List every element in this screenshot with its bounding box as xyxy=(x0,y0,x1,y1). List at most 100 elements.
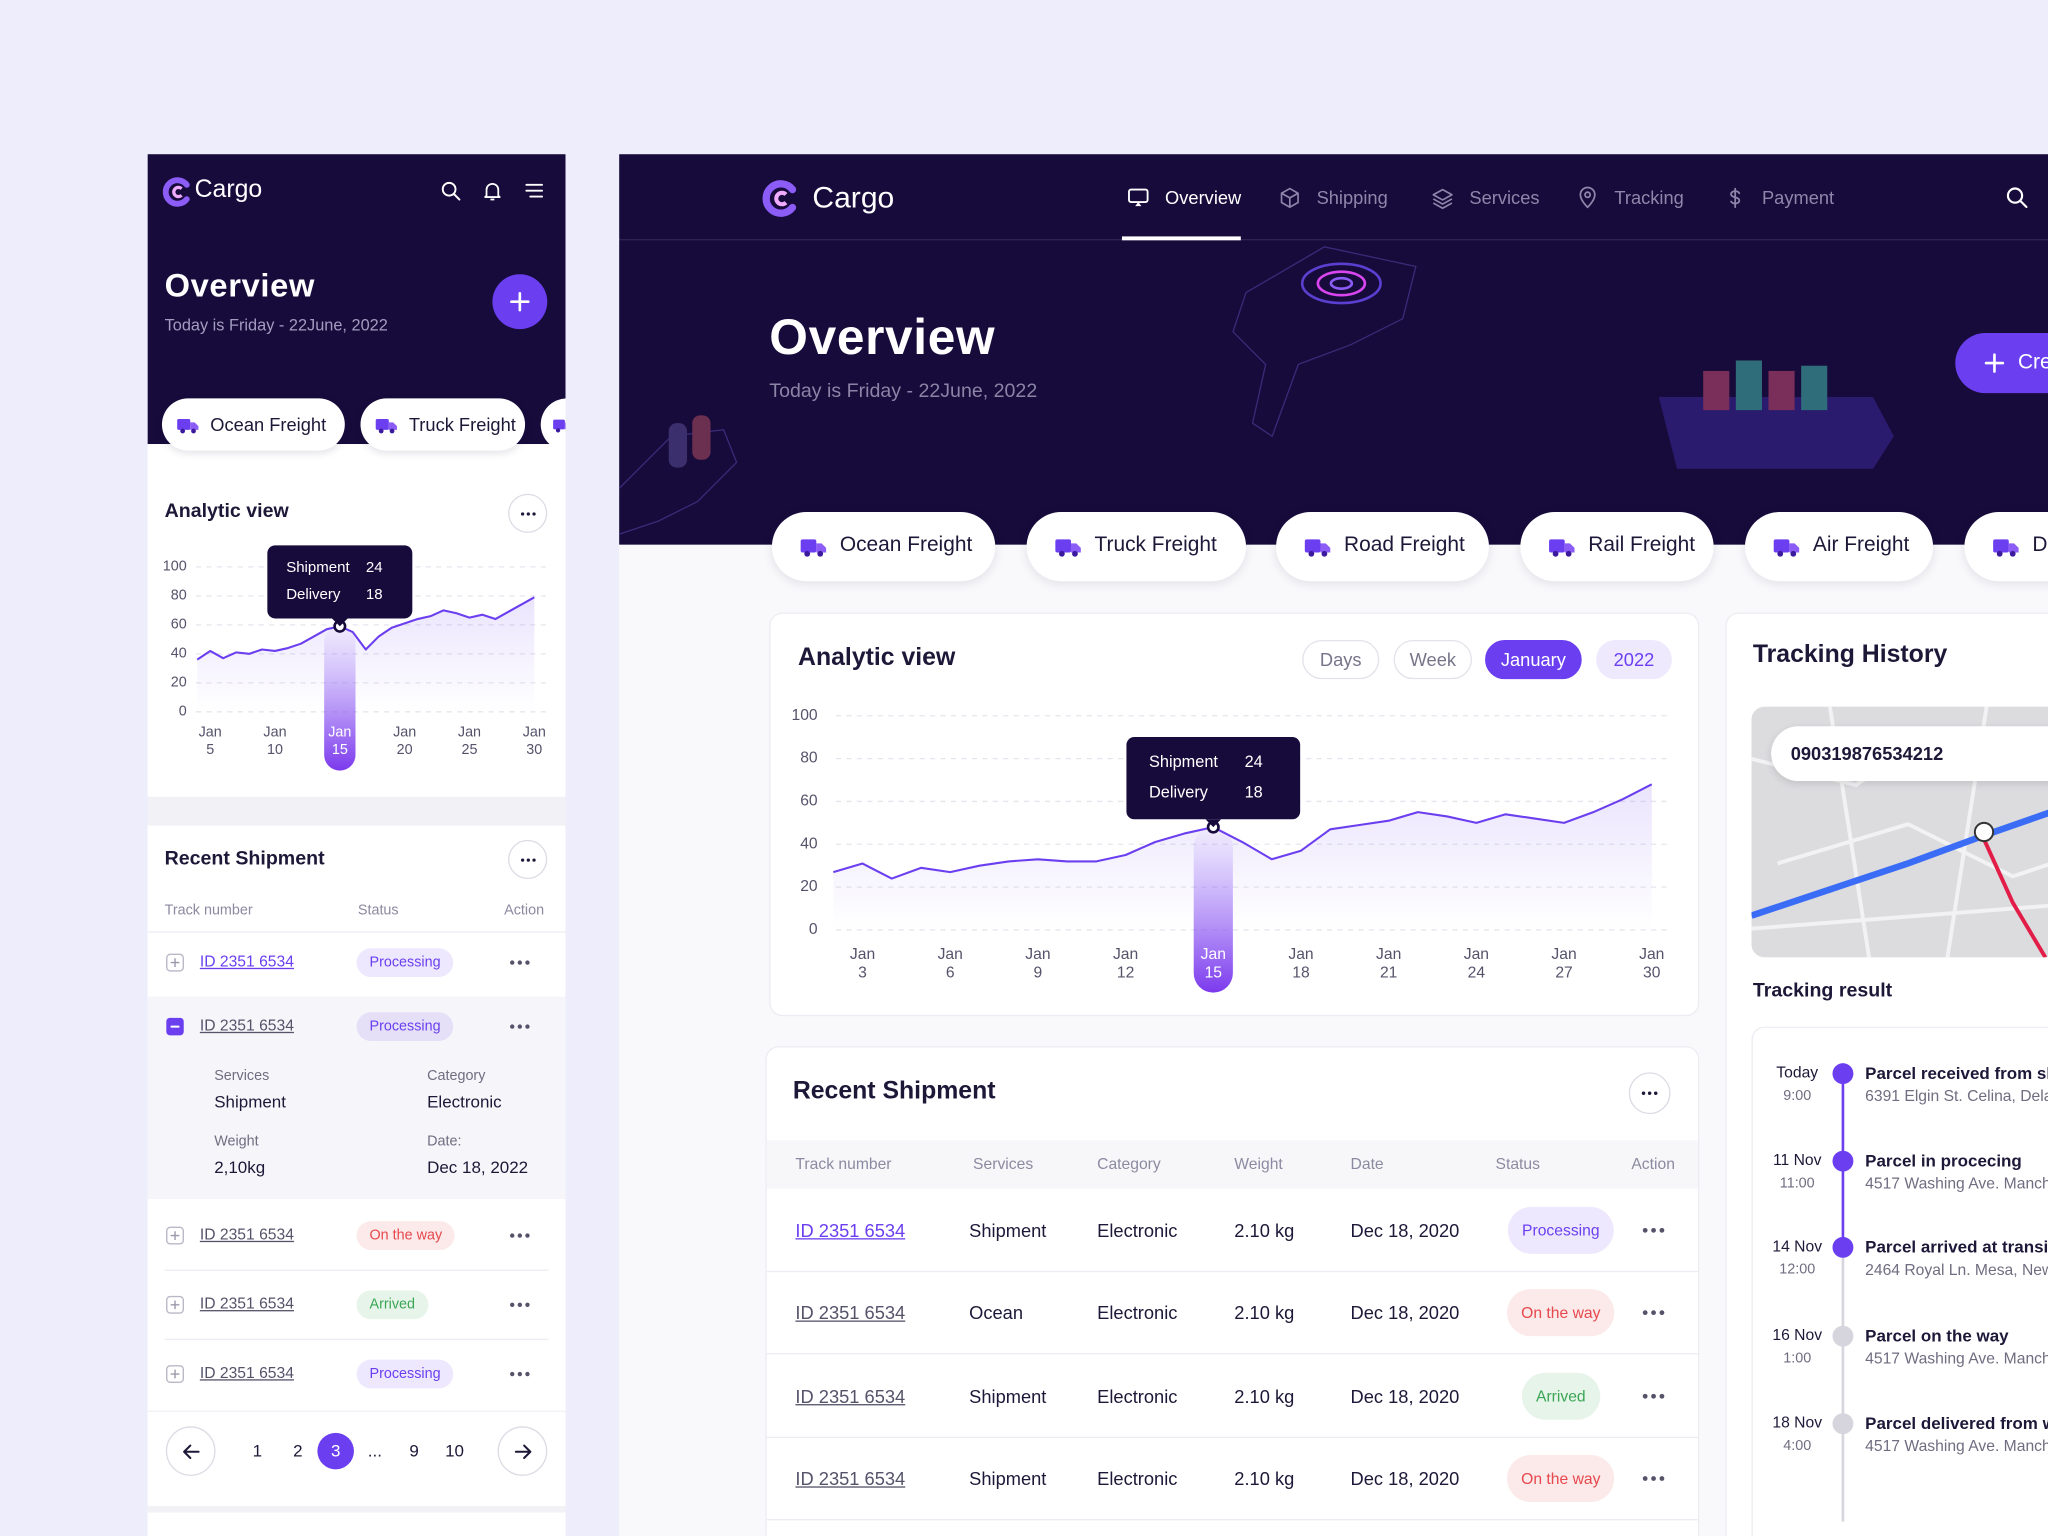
freight-icon xyxy=(375,419,397,434)
expand-toggle[interactable] xyxy=(165,1225,186,1246)
row-divider xyxy=(766,1436,1698,1439)
period-button[interactable]: Week xyxy=(1393,640,1472,680)
track-id[interactable]: ID 2351 6534 xyxy=(795,1385,906,1407)
period-button[interactable]: January xyxy=(1485,640,1582,680)
page-number[interactable]: 1 xyxy=(252,1440,263,1460)
row-divider xyxy=(766,1519,1698,1521)
track-id[interactable]: ID 2351 6534 xyxy=(199,1225,294,1244)
expand-toggle[interactable] xyxy=(165,952,186,973)
page-number[interactable]: 2 xyxy=(293,1440,303,1460)
expand-toggle[interactable] xyxy=(165,1016,186,1037)
area-fill xyxy=(833,784,1652,930)
nav-active-underline xyxy=(1121,236,1241,241)
more-button[interactable] xyxy=(508,493,548,533)
search-icon[interactable] xyxy=(439,179,463,203)
nav-item[interactable]: Services xyxy=(1469,186,1540,208)
tooltip-value: 24 xyxy=(1245,753,1263,771)
track-id[interactable]: ID 2351 6534 xyxy=(199,1016,294,1035)
weight: 2.10 kg xyxy=(1234,1219,1295,1241)
page-number[interactable]: ... xyxy=(367,1440,382,1460)
more-button[interactable] xyxy=(1628,1072,1671,1115)
x-tick-label: Jan 3 xyxy=(850,946,875,982)
event-time: 4:00 xyxy=(1783,1437,1812,1454)
row-action[interactable] xyxy=(507,1361,533,1387)
x-tick-label: Jan 10 xyxy=(263,725,286,758)
hero-decoration xyxy=(619,246,1894,535)
column-header: Action xyxy=(1631,1154,1675,1174)
tooltip-pointer xyxy=(1205,819,1222,828)
tooltip-value: 18 xyxy=(1245,783,1263,801)
status-badge: On the way xyxy=(356,1221,456,1250)
track-id[interactable]: ID 2351 6534 xyxy=(199,1294,294,1313)
row-action[interactable] xyxy=(507,1223,533,1249)
nav-icon[interactable] xyxy=(1575,185,1600,210)
page-number[interactable]: 10 xyxy=(445,1440,464,1460)
expand-toggle[interactable] xyxy=(165,1364,186,1385)
y-tick-label: 60 xyxy=(800,793,818,810)
row-divider xyxy=(164,1338,549,1341)
create-icon xyxy=(1984,353,2005,373)
track-id[interactable]: ID 2351 6534 xyxy=(199,952,294,971)
more-button[interactable] xyxy=(508,839,548,880)
nav-item[interactable]: Tracking xyxy=(1614,186,1684,208)
page-number[interactable]: 9 xyxy=(409,1440,419,1460)
event-title: Parcel arrived at transi xyxy=(1865,1236,2048,1256)
nav-icon[interactable] xyxy=(1430,185,1455,210)
nav-item[interactable]: Overview xyxy=(1165,186,1242,208)
page-number[interactable]: 3 xyxy=(330,1440,341,1460)
service: Ocean xyxy=(969,1302,1024,1323)
period-button[interactable]: 2022 xyxy=(1596,640,1672,680)
y-tick-label: 100 xyxy=(792,707,818,724)
card-title: Recent Shipment xyxy=(164,848,325,871)
area-fill xyxy=(197,597,535,712)
event-title: Parcel in procecing xyxy=(1865,1150,2022,1170)
track-id[interactable]: ID 2351 6534 xyxy=(795,1219,906,1241)
row-action[interactable] xyxy=(1639,1216,1668,1245)
tooltip xyxy=(267,545,413,619)
logo xyxy=(762,180,797,217)
tracking-search[interactable] xyxy=(1771,726,2048,782)
column-header: Action xyxy=(504,902,545,918)
brand: Cargo xyxy=(812,180,895,215)
nav-item[interactable]: Payment xyxy=(1761,186,1835,208)
date: Today is Friday - 22June, 2022 xyxy=(769,380,1038,403)
category: Electronic xyxy=(1097,1302,1178,1323)
nav-icon[interactable] xyxy=(1277,185,1302,210)
status-badge: On the way xyxy=(1507,1455,1615,1503)
row-action[interactable] xyxy=(507,950,533,976)
create-label: Cre xyxy=(2017,350,2048,374)
nav-icon[interactable] xyxy=(1722,185,1747,210)
bell-icon[interactable] xyxy=(481,179,505,203)
date: Dec 18, 2020 xyxy=(1350,1385,1460,1407)
freight-icon xyxy=(177,419,199,434)
freight-icon xyxy=(553,419,566,433)
tooltip-label: Delivery xyxy=(286,586,341,603)
x-tick-label: Jan 25 xyxy=(458,725,481,758)
row-action[interactable] xyxy=(507,1014,533,1040)
row-action[interactable] xyxy=(1639,1298,1668,1327)
nav-item[interactable]: Shipping xyxy=(1316,186,1388,208)
period-button[interactable]: Days xyxy=(1302,640,1380,680)
expand-toggle[interactable] xyxy=(165,1294,186,1315)
column-header: Track number xyxy=(164,902,253,918)
track-id[interactable]: ID 2351 6534 xyxy=(795,1302,906,1323)
tooltip-label: Delivery xyxy=(1149,783,1209,801)
search-icon[interactable] xyxy=(2004,184,2030,210)
tooltip-value: 24 xyxy=(366,559,383,576)
track-id[interactable]: ID 2351 6534 xyxy=(795,1467,906,1489)
y-tick-label: 0 xyxy=(179,704,187,720)
freight-icon xyxy=(1549,539,1575,557)
status-badge: Processing xyxy=(1507,1206,1614,1254)
row-action[interactable] xyxy=(1639,1464,1668,1493)
track-id[interactable]: ID 2351 6534 xyxy=(199,1363,294,1383)
nav-icon[interactable] xyxy=(1125,185,1150,210)
row-action[interactable] xyxy=(507,1292,533,1318)
freight-icon xyxy=(1993,539,2019,557)
menu-icon[interactable] xyxy=(522,179,546,203)
status-badge: Processing xyxy=(356,948,454,977)
freight-label: Road Freight xyxy=(1344,533,1465,556)
row-action[interactable] xyxy=(1639,1382,1668,1411)
column-header: Category xyxy=(1097,1154,1161,1174)
column-header: Services xyxy=(973,1154,1034,1174)
pagination-section xyxy=(147,1411,566,1506)
